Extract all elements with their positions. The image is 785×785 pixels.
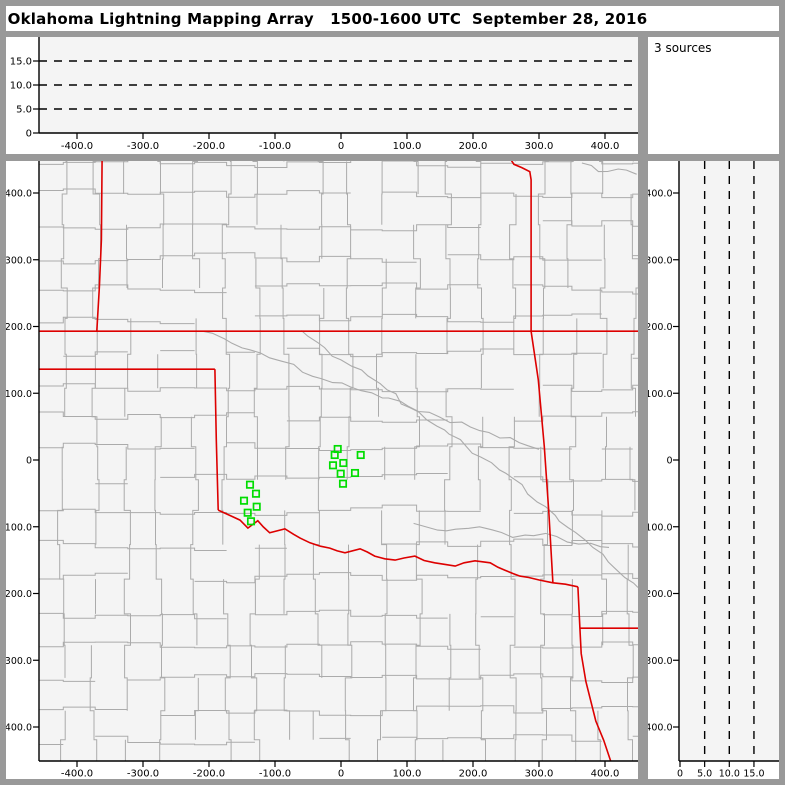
plan-view-panel: 400.0 300.0 200.0 100.0 0 -100.0 -200.0 -300.0 -…	[6, 161, 638, 779]
svg-text:-100.0: -100.0	[259, 769, 291, 780]
svg-text:100.0: 100.0	[393, 769, 422, 780]
svg-text:0: 0	[677, 769, 683, 780]
svg-text:400.0: 400.0	[591, 769, 620, 780]
svg-text:-300.0: -300.0	[127, 141, 159, 152]
altitude-ew-axis: 0 5.0 10.0 15.0 -400.0 -300.0 -200.0 -100.0 0 100…	[10, 57, 620, 153]
altitude-ns-axis: 400.0 300.0 200.0 100.0 0 -100.0 -200.0 -300.0 -…	[648, 189, 765, 780]
title-bar: Oklahoma Lightning Mapping Array 1500-16…	[6, 6, 779, 31]
svg-text:0: 0	[338, 141, 344, 152]
altitude-ns-panel: 400.0 300.0 200.0 100.0 0 -100.0 -200.0 -300.0 -…	[648, 161, 779, 779]
svg-text:300.0: 300.0	[6, 255, 32, 266]
svg-text:0: 0	[338, 769, 344, 780]
svg-text:-300.0: -300.0	[648, 656, 673, 667]
lightning-source-marker	[336, 469, 345, 478]
svg-text:300.0: 300.0	[525, 769, 554, 780]
svg-text:-200.0: -200.0	[6, 589, 32, 600]
svg-text:100.0: 100.0	[6, 389, 32, 400]
svg-text:15.0: 15.0	[10, 57, 32, 68]
plan-view-axis: 400.0 300.0 200.0 100.0 0 -100.0 -200.0 -300.0 -…	[6, 189, 619, 780]
lightning-source-marker	[251, 489, 261, 498]
svg-text:-200.0: -200.0	[648, 589, 673, 600]
svg-text:200.0: 200.0	[459, 769, 488, 780]
svg-text:200.0: 200.0	[648, 322, 673, 333]
rivers	[202, 162, 638, 588]
sources-count-panel: 3 sources	[648, 37, 779, 154]
window-title: Oklahoma Lightning Mapping Array 1500-16…	[7, 9, 648, 28]
svg-text:-400.0: -400.0	[61, 769, 93, 780]
altitude-ns-plot[interactable]: 400.0 300.0 200.0 100.0 0 -100.0 -200.0 -300.0 -…	[648, 161, 779, 779]
svg-text:100.0: 100.0	[393, 141, 422, 152]
svg-text:400.0: 400.0	[6, 189, 32, 200]
county-grid	[39, 161, 638, 761]
svg-text:-400.0: -400.0	[6, 723, 32, 734]
svg-text:400.0: 400.0	[648, 189, 673, 200]
svg-text:-100.0: -100.0	[259, 141, 291, 152]
state-borders	[39, 161, 638, 761]
svg-text:200.0: 200.0	[459, 141, 488, 152]
lightning-source-marker	[246, 517, 256, 526]
svg-text:-400.0: -400.0	[648, 723, 673, 734]
svg-text:300.0: 300.0	[648, 255, 673, 266]
svg-text:10.0: 10.0	[10, 81, 32, 92]
lightning-source-marker	[245, 480, 255, 489]
svg-text:5.0: 5.0	[697, 769, 712, 780]
lightning-markers	[239, 444, 365, 526]
svg-text:5.0: 5.0	[16, 105, 32, 116]
svg-text:-300.0: -300.0	[127, 769, 159, 780]
svg-text:10.0: 10.0	[719, 769, 740, 780]
lightning-source-marker	[356, 450, 365, 460]
svg-text:15.0: 15.0	[743, 769, 764, 780]
sources-count-label: 3 sources	[654, 41, 712, 55]
svg-text:400.0: 400.0	[591, 141, 620, 152]
svg-text:-100.0: -100.0	[6, 522, 32, 533]
plan-view-map[interactable]: 400.0 300.0 200.0 100.0 0 -100.0 -200.0 -300.0 -…	[6, 161, 638, 779]
svg-text:100.0: 100.0	[648, 389, 673, 400]
svg-text:-200.0: -200.0	[193, 769, 225, 780]
lightning-source-marker	[339, 458, 348, 468]
svg-text:-100.0: -100.0	[648, 522, 673, 533]
svg-text:0: 0	[26, 456, 32, 467]
altitude-ew-plot[interactable]: 0 5.0 10.0 15.0 -400.0 -300.0 -200.0 -100.0 0 100…	[6, 37, 638, 154]
lightning-source-marker	[243, 508, 252, 517]
altitude-ew-panel: 0 5.0 10.0 15.0 -400.0 -300.0 -200.0 -100.0 0 100…	[6, 37, 638, 154]
svg-text:-400.0: -400.0	[61, 141, 93, 152]
svg-text:0: 0	[666, 456, 672, 467]
lightning-source-marker	[328, 461, 338, 470]
svg-text:0: 0	[26, 129, 32, 140]
svg-text:300.0: 300.0	[525, 141, 554, 152]
lightning-source-marker	[239, 496, 249, 505]
lightning-source-marker	[350, 468, 360, 478]
lightning-source-marker	[252, 502, 261, 511]
lightning-source-marker	[330, 450, 339, 460]
svg-text:-300.0: -300.0	[6, 656, 32, 667]
svg-text:-200.0: -200.0	[193, 141, 225, 152]
svg-text:200.0: 200.0	[6, 322, 32, 333]
lightning-source-marker	[338, 479, 348, 488]
